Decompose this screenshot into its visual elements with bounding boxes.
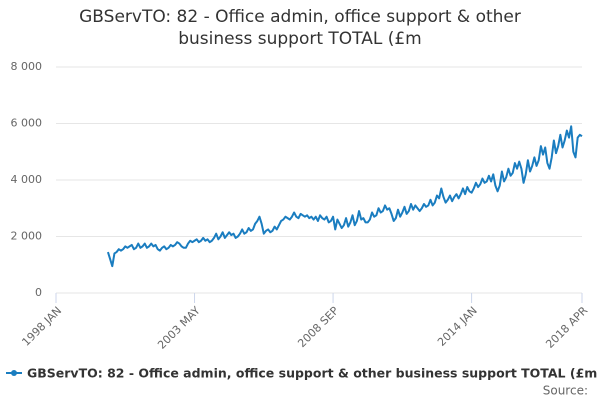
x-tick-label: 2014 JAN: [435, 304, 480, 349]
x-tick-label: 1998 JAN: [19, 304, 64, 349]
y-tick-label: 0: [35, 286, 42, 299]
y-tick-label: 6 000: [11, 117, 43, 130]
x-tick-label: 2003 MAY: [155, 304, 203, 352]
x-tick-label: 2008 SEP: [295, 304, 341, 350]
x-tick-label: 2018 APR: [543, 304, 590, 351]
y-tick-label: 4 000: [11, 173, 43, 186]
legend-marker: [11, 370, 17, 376]
legend-label: GBServTO: 82 - Office admin, office supp…: [27, 366, 597, 381]
series-line: [106, 125, 583, 268]
y-tick-label: 8 000: [11, 60, 43, 73]
chart-title: GBServTO: 82 - Office admin, office supp…: [79, 7, 521, 49]
source-label: Source:: [543, 384, 588, 398]
y-tick-label: 2 000: [11, 230, 43, 243]
